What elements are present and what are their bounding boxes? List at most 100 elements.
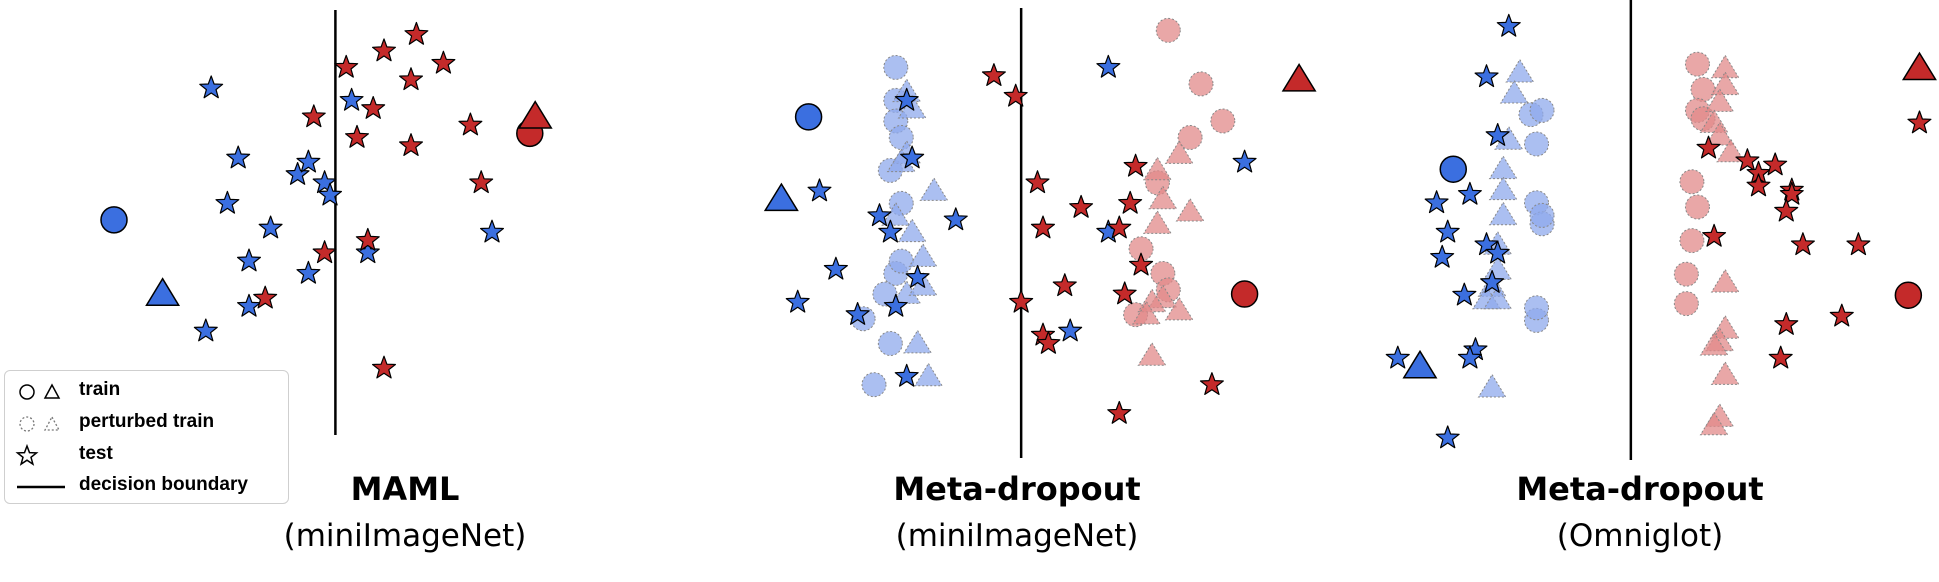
test-star-blue (1435, 425, 1460, 449)
perturbed-circle-red (1684, 51, 1710, 77)
panel-title-meta-dropout-omniglot: Meta-dropout (1516, 470, 1764, 508)
perturbed-circle-blue (872, 281, 898, 307)
perturbed-circle-blue (1529, 97, 1555, 123)
perturbed-circle-red (1684, 194, 1710, 220)
perturbed-triangle-blue (1488, 155, 1518, 180)
perturbed-circle-red (1690, 76, 1716, 102)
train-circle-blue (794, 103, 823, 131)
test-star-blue (905, 265, 930, 288)
legend: train perturbed train test decision boun… (4, 370, 289, 504)
perturbed-triangle-blue (897, 218, 927, 243)
test-star-red (301, 104, 326, 128)
test-star-blue (237, 293, 261, 317)
test-star-red (399, 133, 423, 156)
test-star-red (1069, 194, 1094, 218)
perturbed-triangle-red (1716, 138, 1746, 163)
perturbed-triangle-red (1699, 411, 1729, 436)
perturbed-triangle-red (1132, 300, 1161, 325)
test-star-red (1774, 198, 1799, 222)
perturbed-triangle-red (1710, 54, 1740, 79)
test-star-blue (296, 260, 321, 284)
test-star-blue (1096, 54, 1121, 78)
test-star-red (1128, 252, 1154, 276)
perturbed-circle-red (1128, 236, 1154, 262)
test-star-blue (318, 182, 342, 206)
train-triangle-blue (1402, 349, 1438, 379)
legend-label-decision-boundary: decision boundary (79, 474, 248, 495)
perturbed-circle-blue (1529, 202, 1555, 228)
test-star-blue (1430, 244, 1455, 268)
perturbed-triangle-blue (903, 329, 933, 354)
perturbed-triangle-blue (908, 243, 938, 267)
train-triangle-red (517, 100, 553, 129)
legend-label-train: train (79, 379, 121, 400)
perturbed-circle-red (1188, 71, 1214, 97)
test-star-red (1123, 153, 1148, 177)
perturbed-circle-blue (1524, 131, 1549, 157)
panel-subtitle-maml: (miniImageNet) (283, 518, 527, 554)
test-star-blue (226, 145, 251, 169)
test-star-red (253, 285, 278, 309)
perturbed-triangle-red (1705, 121, 1735, 146)
test-star-blue (355, 240, 380, 264)
legend-item-decision-boundary: decision boundary (5, 472, 288, 500)
test-star-red (312, 240, 337, 264)
test-star-blue (480, 219, 504, 243)
perturbed-circle-red (1673, 261, 1699, 287)
test-star-blue (199, 75, 224, 99)
legend-item-perturbed-train: perturbed train (5, 409, 288, 437)
train-circle-red (1230, 280, 1259, 308)
perturbed-triangle-red (1142, 156, 1172, 181)
panel-title-meta-dropout-mini: Meta-dropout (893, 470, 1141, 508)
test-star-red (1025, 170, 1050, 194)
perturbed-triangle-blue (1488, 176, 1518, 201)
perturbed-triangle-red (1148, 185, 1178, 210)
test-star-blue (237, 248, 261, 272)
test-star-blue (1385, 345, 1410, 369)
test-star-blue (258, 215, 283, 239)
train-triangle-blue (145, 277, 181, 306)
test-star-blue (1424, 190, 1449, 214)
test-star-red (1702, 223, 1727, 247)
perturbed-triangle-blue (1499, 79, 1529, 104)
test-star-blue (894, 363, 919, 387)
test-star-red (469, 170, 494, 194)
test-star-red (1746, 173, 1771, 197)
test-star-blue (1496, 13, 1521, 37)
perturbed-triangle-red (1710, 268, 1740, 293)
train-circle-red (1894, 281, 1923, 309)
panel-meta-dropout-omniglot (1385, 0, 1937, 460)
test-star-red (981, 63, 1006, 87)
test-star-blue (1232, 149, 1257, 173)
test-star-red (1735, 148, 1760, 172)
panel-subtitle-meta-dropout-omniglot: (Omniglot) (1556, 518, 1724, 554)
train-triangle-blue (763, 182, 799, 212)
test-star-blue (1474, 64, 1499, 88)
perturbed-triangle-red (1710, 361, 1740, 385)
test-star-blue (1485, 240, 1510, 264)
test-star-red (1009, 289, 1034, 313)
test-star-red (1696, 135, 1721, 159)
perturbed-circle-red (1155, 17, 1181, 43)
test-star-red (1052, 273, 1077, 297)
test-star-blue (1457, 181, 1482, 205)
perturbed-triangle-red (1164, 140, 1194, 164)
legend-label-test: test (79, 443, 113, 464)
perturbed-triangle-blue (1477, 373, 1507, 398)
train-triangle-red (1901, 51, 1937, 81)
train-icon (19, 383, 61, 400)
test-star-blue (867, 203, 892, 227)
boundary-line-icon (17, 485, 65, 489)
train-triangle-red (1281, 63, 1317, 92)
test-star-red (404, 21, 429, 45)
test-star-red (458, 112, 483, 136)
perturbed-circle-red (1679, 169, 1705, 195)
perturbed-triangle-red (1705, 88, 1735, 112)
test-star-blue (943, 207, 968, 231)
perturbed-triangle-blue (914, 362, 943, 387)
test-star-red (1779, 181, 1804, 205)
perturbed-triangle-blue (1505, 58, 1535, 83)
test-star-blue (215, 190, 240, 214)
perturbed-triangle-red (1164, 296, 1194, 321)
test-star-blue (339, 87, 364, 111)
